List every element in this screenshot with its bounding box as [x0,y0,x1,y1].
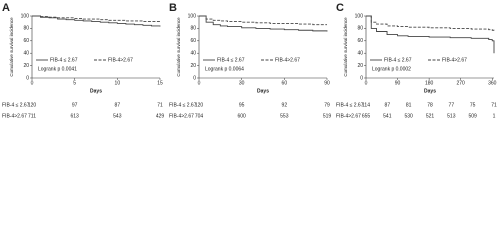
survival-curve [32,15,161,23]
risk-count: 600 [237,113,246,119]
risk-count: 95 [239,102,245,108]
risk-count: 92 [282,102,288,108]
x-tick-label: 270 [457,80,466,86]
x-tick-label: 10 [115,80,121,86]
risk-count: 704 [195,113,204,119]
x-axis-label: Days [90,88,102,94]
risk-count: 519 [323,113,332,119]
y-tick-label: 20 [357,63,363,69]
risk-count: 79 [324,102,330,108]
y-tick-label: 0 [360,75,363,81]
y-tick-label: 20 [23,63,29,69]
x-tick-label: 0 [31,80,34,86]
risk-count: 613 [70,113,79,119]
y-tick-label: 100 [21,13,30,19]
x-tick-label: 5 [73,80,76,86]
risk-count: 78 [427,102,433,108]
risk-count: 114 [362,102,370,108]
y-tick-label: 0 [193,75,196,81]
risk-count: 541 [383,113,392,119]
survival-curve [199,15,328,32]
legend-label: FIB-4 ≤ 2.67 [50,57,78,63]
risk-count: 81 [406,102,412,108]
y-tick-label: 80 [190,26,196,32]
risk-row-label: FIB-4 ≤ 2.67 [2,102,30,108]
risk-count: 543 [113,113,122,119]
panel-label: C [336,2,344,14]
legend-label: FIB-4>2.67 [108,57,133,63]
y-tick-label: 60 [23,38,29,44]
risk-count: 553 [280,113,289,119]
x-tick-label: 360 [488,80,497,86]
annotation: Logrank p 0.0041 [38,66,77,72]
y-axis-label: Cumulative survival incidence [9,17,14,77]
survival-curve [366,15,495,31]
risk-count: 530 [404,113,413,119]
survival-curve [199,15,327,26]
risk-count: 87 [115,102,121,108]
x-tick-label: 90 [395,80,401,86]
risk-count: 711 [28,113,36,119]
y-tick-label: 60 [190,38,196,44]
risk-count: 120 [195,102,204,108]
annotation: Logrank p 0.0064 [205,66,244,72]
y-axis-label: Cumulative survival incidence [176,17,181,77]
legend-label: FIB-4>2.67 [442,57,467,63]
x-tick-label: 30 [239,80,245,86]
risk-row-label: FIB-4>2.67 [2,113,27,119]
x-tick-label: 0 [198,80,201,86]
risk-count: 97 [72,102,78,108]
risk-row-label: FIB-4>2.67 [169,113,194,119]
x-axis-label: Days [424,88,436,94]
y-tick-label: 100 [355,13,364,19]
y-tick-label: 60 [357,38,363,44]
figure: A Cumulative survival incidence 0 20 40 60 80 1… [2,2,497,119]
risk-count: 87 [385,102,391,108]
risk-count: 1 [493,113,496,119]
legend-label: FIB-4 ≤ 2.67 [384,57,412,63]
x-tick-label: 90 [324,80,330,86]
risk-count: 521 [426,113,435,119]
x-tick-label: 15 [157,80,163,86]
y-tick-label: 40 [190,51,196,57]
risk-row-label: FIB-4>2.67 [336,113,361,119]
risk-row-label: FIB-4 ≤ 2.67 [169,102,197,108]
y-tick-label: 0 [26,75,29,81]
risk-count: 71 [491,102,497,108]
y-tick-label: 100 [188,13,197,19]
y-axis-label: Cumulative survival incidence [343,17,348,77]
risk-count: 513 [447,113,456,119]
risk-count: 509 [468,113,477,119]
risk-count: 71 [157,102,163,108]
x-axis-label: Days [257,88,269,94]
y-tick-label: 20 [190,63,196,69]
risk-count: 77 [449,102,455,108]
legend-label: FIB-4 ≤ 2.67 [217,57,245,63]
y-tick-label: 40 [357,51,363,57]
risk-count: 120 [28,102,37,108]
panel-label: B [169,2,177,14]
x-tick-label: 0 [365,80,368,86]
y-tick-label: 40 [23,51,29,57]
survival-curve [366,15,495,54]
annotation: Logrank p 0.0002 [372,66,411,72]
risk-count: 75 [470,102,476,108]
legend-label: FIB-4>2.67 [275,57,300,63]
risk-count: 429 [156,113,165,119]
risk-row-label: FIB-4 ≤ 2.67 [336,102,364,108]
y-tick-label: 80 [23,26,29,32]
page: A Cumulative survival incidence 0 20 40 60 80 1… [2,1,497,120]
x-tick-label: 180 [425,80,434,86]
panel-label: A [2,2,10,14]
x-tick-label: 60 [282,80,288,86]
risk-count: 655 [362,113,371,119]
y-tick-label: 80 [357,26,363,32]
